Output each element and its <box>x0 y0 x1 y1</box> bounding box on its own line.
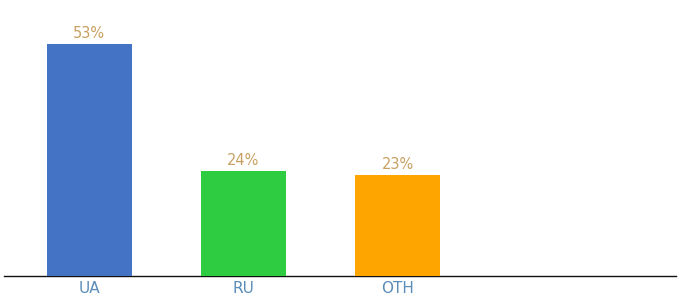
Bar <box>47 44 131 276</box>
Bar <box>356 175 441 276</box>
Text: 53%: 53% <box>73 26 105 40</box>
Bar <box>201 171 286 276</box>
Text: 23%: 23% <box>381 157 414 172</box>
Text: 24%: 24% <box>227 153 260 168</box>
